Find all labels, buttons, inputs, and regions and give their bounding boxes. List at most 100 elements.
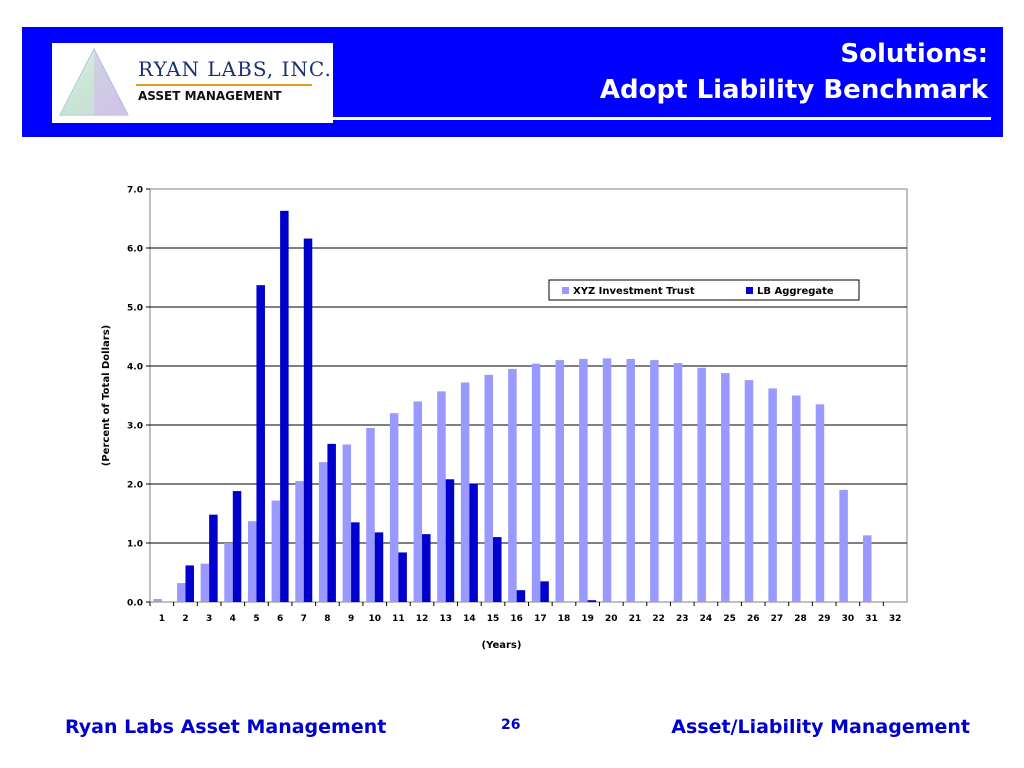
bar-xyz-investment-trust — [318, 462, 328, 602]
x-tick-label: 2 — [182, 614, 188, 624]
bar-xyz-investment-trust — [602, 358, 612, 602]
legend-label-xyz: XYZ Investment Trust — [573, 286, 695, 297]
bar-xyz-investment-trust — [460, 382, 470, 602]
bar-lb-aggregate — [209, 514, 218, 602]
bar-xyz-investment-trust — [792, 395, 801, 602]
slide-title-line2: Adopt Liability Benchmark — [599, 75, 988, 105]
legend-swatch-lb — [746, 287, 753, 294]
slide-title-line1: Solutions: — [840, 39, 988, 69]
page-number: 26 — [501, 717, 521, 733]
bar-lb-aggregate — [280, 210, 289, 602]
x-tick-label: 22 — [652, 614, 665, 624]
bar-xyz-investment-trust — [508, 368, 517, 602]
bar-xyz-investment-trust — [744, 380, 754, 602]
bar-xyz-investment-trust — [342, 444, 352, 602]
bar-xyz-investment-trust — [863, 535, 872, 602]
x-tick-label: 13 — [439, 614, 452, 624]
x-tick-label: 25 — [723, 614, 736, 624]
x-tick-label: 31 — [865, 614, 878, 624]
x-tick-label: 30 — [842, 614, 855, 624]
x-tick-label: 1 — [159, 614, 165, 624]
bar-xyz-investment-trust — [531, 363, 541, 602]
bar-lb-aggregate — [469, 484, 478, 602]
legend-box — [548, 279, 860, 301]
bar-xyz-investment-trust — [247, 521, 257, 602]
y-axis-label: (Percent of Total Dollars) — [101, 325, 112, 466]
bar-xyz-investment-trust — [839, 489, 848, 602]
x-tick-label: 26 — [747, 614, 760, 624]
x-tick-label: 27 — [771, 614, 784, 624]
x-axis-label: (Years) — [482, 640, 522, 651]
bar-xyz-investment-trust — [271, 500, 281, 602]
bar-xyz-investment-trust — [768, 388, 777, 602]
bar-lb-aggregate — [256, 285, 265, 602]
x-tick-label: 3 — [206, 614, 212, 624]
x-tick-label: 28 — [794, 614, 807, 624]
bar-xyz-investment-trust — [200, 563, 210, 602]
bar-lb-aggregate — [351, 522, 360, 602]
bar-lb-aggregate — [540, 581, 549, 602]
x-tick-label: 12 — [416, 614, 429, 624]
slide-title: Solutions: Adopt Liability Benchmark — [600, 36, 988, 108]
bar-xyz-investment-trust — [437, 391, 446, 602]
y-tick-label: 3.0 — [127, 422, 143, 432]
y-tick-label: 7.0 — [127, 186, 143, 196]
bar-xyz-investment-trust — [413, 401, 423, 602]
bar-xyz-investment-trust — [673, 363, 683, 602]
x-tick-label: 15 — [487, 614, 500, 624]
header-rule — [332, 117, 991, 120]
bar-lb-aggregate — [493, 537, 502, 602]
x-tick-label: 29 — [818, 614, 831, 624]
x-tick-label: 11 — [392, 614, 405, 624]
bar-lb-aggregate — [398, 552, 407, 602]
bar-xyz-investment-trust — [389, 413, 399, 602]
y-tick-label: 5.0 — [127, 304, 143, 314]
bar-xyz-investment-trust — [555, 360, 564, 602]
logo-divider — [136, 84, 312, 86]
bar-xyz-investment-trust — [366, 427, 375, 602]
company-logo: RYAN LABS, INC. ASSET MANAGEMENT — [52, 43, 333, 123]
x-tick-label: 21 — [629, 614, 642, 624]
x-tick-label: 19 — [581, 614, 594, 624]
bar-xyz-investment-trust — [626, 358, 635, 602]
bar-lb-aggregate — [232, 491, 242, 602]
bar-xyz-investment-trust — [815, 404, 825, 602]
bar-lb-aggregate — [445, 479, 455, 602]
bar-xyz-investment-trust — [224, 543, 233, 602]
bar-xyz-investment-trust — [176, 583, 186, 602]
logo-subtitle: ASSET MANAGEMENT — [138, 89, 282, 103]
bar-lb-aggregate — [587, 600, 597, 602]
bar-xyz-investment-trust — [579, 358, 588, 602]
x-tick-label: 16 — [510, 614, 523, 624]
bar-lb-aggregate — [327, 443, 336, 602]
x-tick-label: 23 — [676, 614, 689, 624]
y-tick-label: 0.0 — [127, 599, 143, 609]
y-tick-label: 4.0 — [127, 363, 143, 373]
x-tick-label: 20 — [605, 614, 618, 624]
bar-xyz-investment-trust — [295, 481, 304, 602]
bar-xyz-investment-trust — [721, 373, 730, 602]
bar-lb-aggregate — [374, 532, 384, 602]
legend-swatch-xyz — [562, 287, 569, 294]
legend-label-lb: LB Aggregate — [757, 286, 834, 297]
y-tick-label: 1.0 — [127, 540, 143, 550]
bar-lb-aggregate — [185, 565, 194, 602]
x-tick-label: 18 — [558, 614, 571, 624]
maturity-distribution-chart: 0.01.02.03.04.05.06.07.01 2 3 4 5 6 7 8 9 10 11 12 1… — [101, 186, 908, 651]
x-tick-label: 5 — [253, 614, 259, 624]
x-tick-label: 17 — [534, 614, 547, 624]
x-tick-label: 32 — [889, 614, 902, 624]
y-tick-label: 2.0 — [127, 481, 143, 491]
bar-xyz-investment-trust — [484, 374, 494, 602]
x-tick-label: 8 — [324, 614, 330, 624]
footer-company: Ryan Labs Asset Management — [65, 716, 387, 738]
x-tick-label: 7 — [301, 614, 307, 624]
y-tick-label: 6.0 — [127, 245, 143, 255]
x-tick-label: 4 — [230, 614, 236, 624]
x-tick-label: 6 — [277, 614, 283, 624]
bar-xyz-investment-trust — [650, 360, 659, 602]
pyramid-logo-icon — [59, 47, 129, 116]
footer-section: Asset/Liability Management — [671, 716, 970, 738]
bar-xyz-investment-trust — [697, 367, 706, 602]
x-tick-label: 9 — [348, 614, 354, 624]
